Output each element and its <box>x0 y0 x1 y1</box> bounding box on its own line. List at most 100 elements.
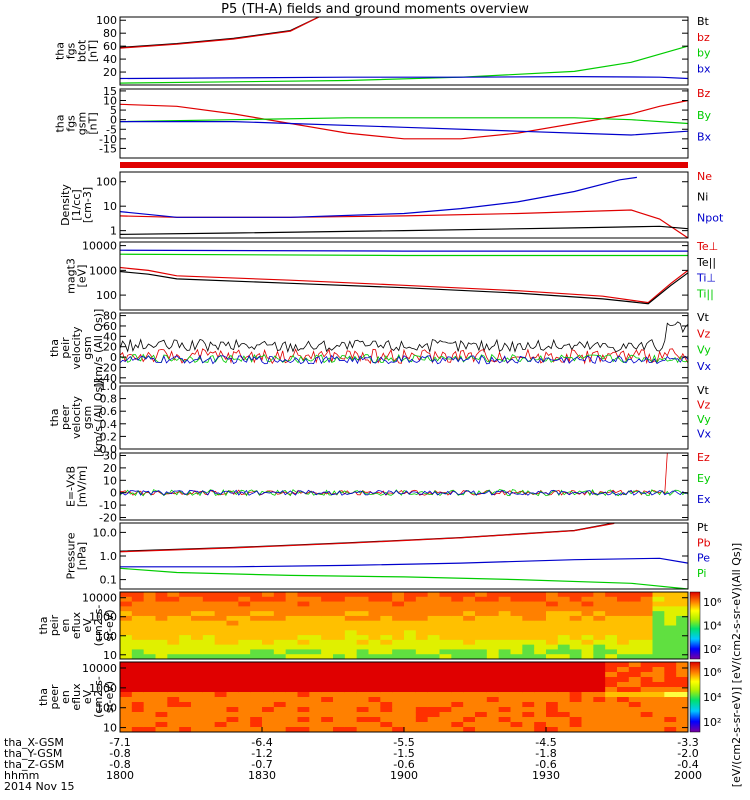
heatmap-cell <box>131 635 145 641</box>
heatmap-cell <box>404 702 417 708</box>
heatmap-cell <box>581 702 594 708</box>
heatmap-cell <box>167 615 180 622</box>
heatmap-cell <box>628 667 642 673</box>
heatmap-cell <box>191 692 204 698</box>
y-axis-label: peir <box>59 337 72 359</box>
heatmap-cell <box>143 672 156 678</box>
heatmap-cell <box>415 712 429 718</box>
heatmap-cell <box>664 615 677 622</box>
heatmap-cell <box>321 606 334 612</box>
y-axis-label: eV <box>81 689 94 704</box>
y-tick-label: 10 <box>103 722 117 735</box>
heatmap-cell <box>309 697 322 703</box>
heatmap-cell <box>297 727 310 733</box>
heatmap-cell <box>546 592 559 598</box>
heatmap-cell <box>557 625 571 631</box>
x-tick-label: -4.5 <box>535 736 557 749</box>
heatmap-cell <box>273 625 287 631</box>
heatmap-cell <box>593 644 606 650</box>
heatmap-cell <box>368 692 381 698</box>
heatmap-cell <box>427 635 440 641</box>
heatmap-cell <box>617 606 630 612</box>
heatmap-cell <box>522 717 535 723</box>
heatmap-cell <box>427 667 440 673</box>
heatmap-cell <box>333 596 346 603</box>
heatmap-cell <box>593 630 606 636</box>
heatmap-cell <box>131 682 145 688</box>
heatmap-cell <box>522 692 535 698</box>
heatmap-cell <box>238 707 251 713</box>
y-tick-label: 0.1 <box>100 574 118 587</box>
heatmap-cell <box>321 630 334 636</box>
y-tick-label: 1 <box>110 225 117 238</box>
heatmap-cell <box>475 644 488 650</box>
y-axis-label: eflux <box>70 611 83 639</box>
heatmap-cell <box>155 717 168 723</box>
heatmap-cell <box>557 596 571 603</box>
heatmap-cell <box>226 601 239 607</box>
y-axis-label: [nT] <box>87 40 100 62</box>
heatmap-cell <box>546 601 559 607</box>
heatmap-cell <box>321 672 334 678</box>
heatmap-cell <box>522 615 535 622</box>
heatmap-cell <box>120 672 133 678</box>
heatmap-cell <box>380 620 393 626</box>
panel-frame <box>119 452 689 521</box>
heatmap-cell <box>605 620 618 626</box>
heatmap-cell <box>522 611 535 617</box>
heatmap-cell <box>498 722 511 728</box>
legend-entry: Pi <box>697 567 706 580</box>
heatmap-cell <box>392 677 405 683</box>
heatmap-cell <box>273 662 287 668</box>
heatmap-cell <box>321 697 334 703</box>
heatmap-cell <box>676 620 689 626</box>
heatmap-cell <box>522 592 535 598</box>
heatmap-cell <box>202 615 216 622</box>
heatmap-cell <box>676 592 689 598</box>
x-row-label: tha_Y-GSM <box>4 747 63 760</box>
heatmap-cell <box>380 611 393 617</box>
heatmap-cell <box>557 620 571 626</box>
heatmap-cell <box>640 667 653 673</box>
heatmap-cell <box>191 667 204 673</box>
heatmap-cell <box>581 677 594 683</box>
series-Bz <box>119 99 689 140</box>
heatmap-cell <box>486 620 500 626</box>
heatmap-cell <box>273 611 287 617</box>
heatmap-cell <box>557 697 571 703</box>
heatmap-cell <box>427 620 440 626</box>
heatmap-cell <box>617 611 630 617</box>
legend-entry: Vz <box>697 398 711 411</box>
heatmap-cell <box>640 635 653 641</box>
heatmap-cell <box>664 592 677 598</box>
heatmap-cell <box>404 601 417 607</box>
heatmap-cell <box>167 662 180 668</box>
heatmap-cell <box>463 697 476 703</box>
heatmap-cell <box>439 620 452 626</box>
heatmap-cell <box>475 635 488 641</box>
heatmap-cell <box>605 654 618 660</box>
heatmap-cell <box>463 611 476 617</box>
heatmap-cell <box>191 722 204 728</box>
heatmap-cell <box>131 649 145 655</box>
heatmap-cell <box>380 596 393 603</box>
heatmap-cell <box>321 592 334 598</box>
heatmap-cell <box>522 596 535 603</box>
heatmap-cell <box>451 635 464 641</box>
heatmap-cell <box>664 635 677 641</box>
heatmap-cell <box>191 697 204 703</box>
heatmap-cell <box>167 606 180 612</box>
heatmap-cell <box>510 687 523 693</box>
heatmap-cell <box>392 707 405 713</box>
heatmap-cell <box>214 702 227 708</box>
heatmap-cell <box>486 635 500 641</box>
colorbar-tick: 10⁴ <box>703 691 722 704</box>
legend-entry: Vy <box>697 344 711 357</box>
heatmap-cell <box>214 662 227 668</box>
panel-frame <box>119 385 689 450</box>
heatmap-cell <box>238 639 251 646</box>
heatmap-cell <box>486 625 500 631</box>
heatmap-cell <box>569 672 582 678</box>
heatmap-cell <box>262 625 275 631</box>
